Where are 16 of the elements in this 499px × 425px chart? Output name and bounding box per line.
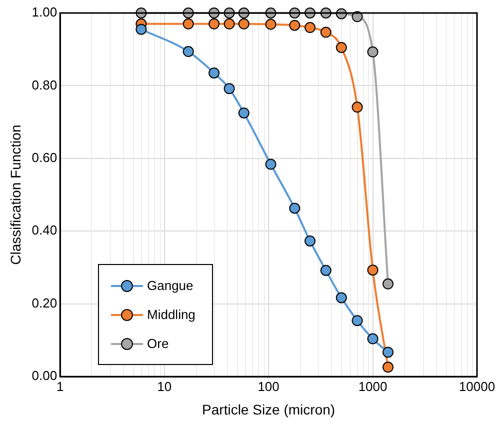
y-axis-title: Classification Function: [7, 124, 24, 265]
x-tick-label: 1: [56, 378, 64, 394]
legend-label: Gangue: [147, 278, 194, 293]
x-tick-label: 100: [258, 378, 280, 394]
y-tick-label: 0.40: [32, 222, 58, 238]
x-tick-label: 1000: [358, 378, 388, 394]
legend-label: Ore: [147, 336, 169, 351]
y-tick-label: 0.80: [32, 77, 58, 92]
x-tick-label: 10000: [458, 378, 496, 394]
y-tick-label: 1.00: [32, 4, 58, 20]
x-axis-title: Particle Size (micron): [202, 401, 336, 418]
y-tick-label: 0.20: [32, 295, 58, 310]
x-tick-label: 10: [157, 378, 172, 394]
y-tick-label: 0.60: [32, 150, 58, 166]
y-tick-label: 0.00: [32, 368, 58, 384]
legend-label: Middling: [147, 307, 196, 322]
